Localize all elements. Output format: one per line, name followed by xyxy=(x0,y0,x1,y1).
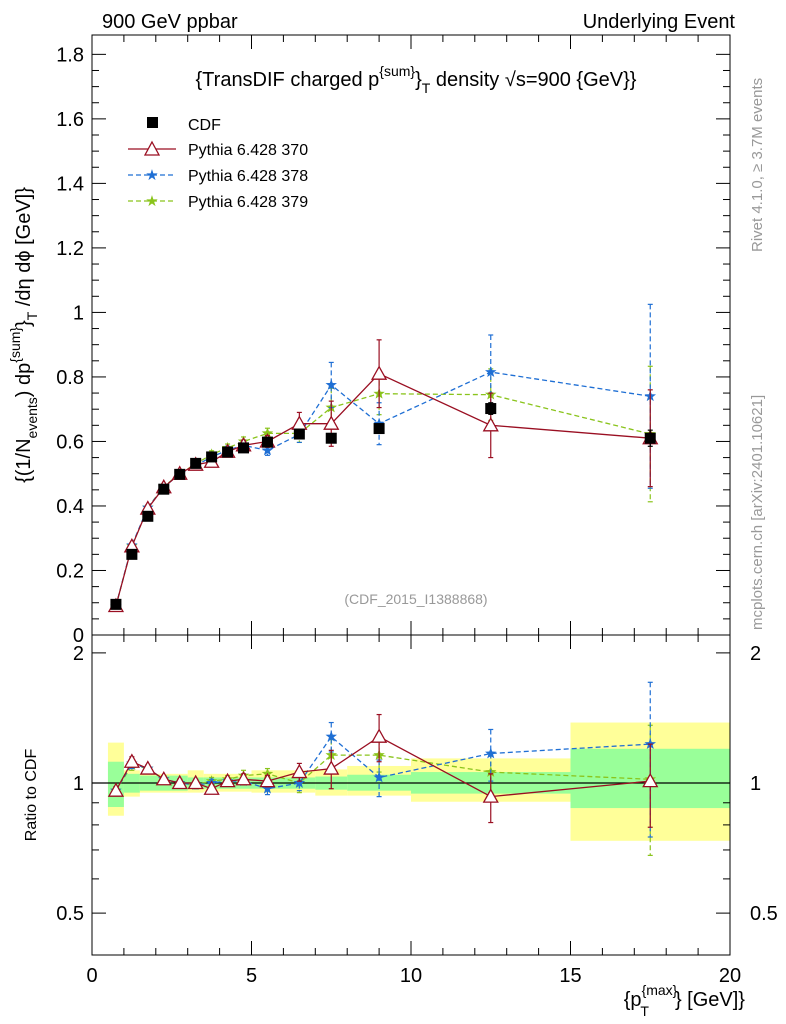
main-point-cdf xyxy=(142,510,154,522)
main-point-pythia-6-428-379 xyxy=(261,427,274,439)
ratio-point-pythia-6-428-370 xyxy=(203,780,220,795)
ratio-axes: 0.5 0.51 12 20 5 10 15 20 xyxy=(56,635,778,987)
ratio-point-pythia-6-428-370 xyxy=(219,772,236,788)
legend-label-cdf: CDF xyxy=(188,117,221,134)
ratio-point-pythia-6-428-370 xyxy=(323,760,340,775)
x-tick-label: 10 xyxy=(400,965,422,987)
main-point-cdf xyxy=(222,446,234,458)
main-y-tick-label: 0.6 xyxy=(56,431,84,453)
main-point-pythia-6-428-370 xyxy=(370,365,388,380)
x-tick-label: 20 xyxy=(719,965,741,987)
main-point-cdf xyxy=(644,432,656,444)
main-y-tick-label: 0.2 xyxy=(56,560,84,582)
ratio-frame xyxy=(91,634,731,956)
x-axis-label: {p{max} T} [GeV]} xyxy=(624,982,746,1019)
legend-label-370: Pythia 6.428 370 xyxy=(188,142,308,159)
main-point-cdf xyxy=(190,457,202,469)
main-point-cdf xyxy=(373,423,385,435)
main-point-pythia-6-428-370 xyxy=(482,416,499,432)
ratio-point-pythia-6-428-370 xyxy=(482,788,499,803)
ratio-y-tick-label: 2 xyxy=(73,643,84,665)
main-point-cdf xyxy=(238,442,250,454)
main-y-tick-label: 1.6 xyxy=(56,109,84,131)
main-point-cdf xyxy=(126,548,138,560)
x-tick-label: 5 xyxy=(246,965,257,987)
ratio-data-layer xyxy=(92,681,730,856)
ratio-point-pythia-6-428-370 xyxy=(235,770,252,786)
ratio-point-pythia-6-428-370 xyxy=(155,770,172,786)
legend: CDF Pythia 6.428 370 ★ Pythia 6.428 378 … xyxy=(128,117,308,211)
rivet-label: Rivet 4.1.0, ≥ 3.7M events xyxy=(749,78,766,252)
mcplots-label: mcplots.cern.ch [arXiv:2401.10621] xyxy=(749,395,766,630)
main-point-cdf xyxy=(485,403,497,415)
main-point-cdf xyxy=(293,428,305,440)
main-point-cdf xyxy=(261,436,273,448)
main-line-pythia-6-428-378 xyxy=(115,371,651,607)
main-line-pythia-6-428-370 xyxy=(115,372,651,607)
ratio-point-pythia-6-428-370 xyxy=(139,760,156,775)
ratio-point-pythia-6-428-370 xyxy=(291,763,308,779)
main-point-cdf xyxy=(158,483,170,495)
main-point-cdf xyxy=(110,598,122,610)
ratio-y-tick-label-right: 0.5 xyxy=(750,903,778,925)
header-left: 900 GeV ppbar xyxy=(102,11,238,33)
ratio-y-tick-label: 1 xyxy=(73,773,84,795)
main-axes: 0 0.2 0.4 0.6 0.8 1 1.2 1.4 1.6 1.8 xyxy=(56,35,731,647)
main-y-tick-label: 0.8 xyxy=(56,367,84,389)
header-right: Underlying Event xyxy=(583,11,736,33)
main-point-cdf xyxy=(174,468,186,480)
main-y-tick-label: 1.8 xyxy=(56,44,84,66)
legend-marker-370 xyxy=(143,140,161,156)
legend-marker-378: ★ xyxy=(145,167,158,184)
ratio-point-pythia-6-428-370 xyxy=(171,774,188,790)
main-point-pythia-6-428-378 xyxy=(325,379,337,390)
main-panel: 0 0.2 0.4 0.6 0.8 1 1.2 1.4 1.6 1.8 {TransDIF cha… xyxy=(7,34,731,647)
ratio-panel: 0.5 0.51 12 20 5 10 15 20 Ratio to CDF {p{max} T… xyxy=(23,634,778,1019)
legend-label-379: Pythia 6.428 379 xyxy=(188,194,308,211)
ratio-y-tick-label: 0.5 xyxy=(56,903,84,925)
main-y-tick-label: 0 xyxy=(73,625,84,647)
plot-title: {TransDIF charged p{sum}}T density √s=90… xyxy=(196,63,637,96)
main-y-axis-label: {(1/Nevents) dp{sum}}T /dη dϕ [GeV]} xyxy=(7,187,40,483)
ratio-point-pythia-6-428-378 xyxy=(325,730,337,742)
ratio-point-pythia-6-428-370 xyxy=(187,774,204,790)
ratio-point-pythia-6-428-378 xyxy=(261,782,274,794)
ratio-point-pythia-6-428-378 xyxy=(293,777,306,788)
legend-marker-379: ★ xyxy=(145,193,158,210)
x-tick-label: 15 xyxy=(559,965,581,987)
main-point-pythia-6-428-370 xyxy=(291,415,308,430)
main-point-cdf xyxy=(325,432,337,444)
analysis-watermark: (CDF_2015_I1388868) xyxy=(344,591,487,607)
main-y-tick-label: 0.4 xyxy=(56,496,84,518)
ratio-point-pythia-6-428-370 xyxy=(370,728,388,743)
main-point-pythia-6-428-370 xyxy=(323,415,340,430)
ratio-point-pythia-6-428-378 xyxy=(485,747,497,759)
main-point-cdf xyxy=(206,451,218,463)
main-point-pythia-6-428-378 xyxy=(485,366,497,377)
legend-marker-cdf xyxy=(147,117,158,128)
legend-label-378: Pythia 6.428 378 xyxy=(188,168,308,185)
ratio-point-pythia-6-428-370 xyxy=(123,753,140,768)
ratio-y-tick-label-right: 2 xyxy=(750,643,761,665)
ratio-point-pythia-6-428-370 xyxy=(642,772,659,788)
ratio-point-pythia-6-428-378 xyxy=(373,771,385,783)
main-y-tick-label: 1.2 xyxy=(56,238,84,260)
ratio-y-axis-label: Ratio to CDF xyxy=(23,749,40,842)
main-y-tick-label: 1 xyxy=(73,302,84,324)
ratio-point-pythia-6-428-370 xyxy=(259,772,276,788)
main-y-tick-label: 1.4 xyxy=(56,173,84,195)
x-tick-label: 0 xyxy=(86,965,97,987)
main-data-layer xyxy=(107,303,659,613)
main-point-pythia-6-428-378 xyxy=(261,444,274,456)
ratio-point-pythia-6-428-370 xyxy=(107,782,125,797)
ratio-y-tick-label-right: 1 xyxy=(750,773,761,795)
